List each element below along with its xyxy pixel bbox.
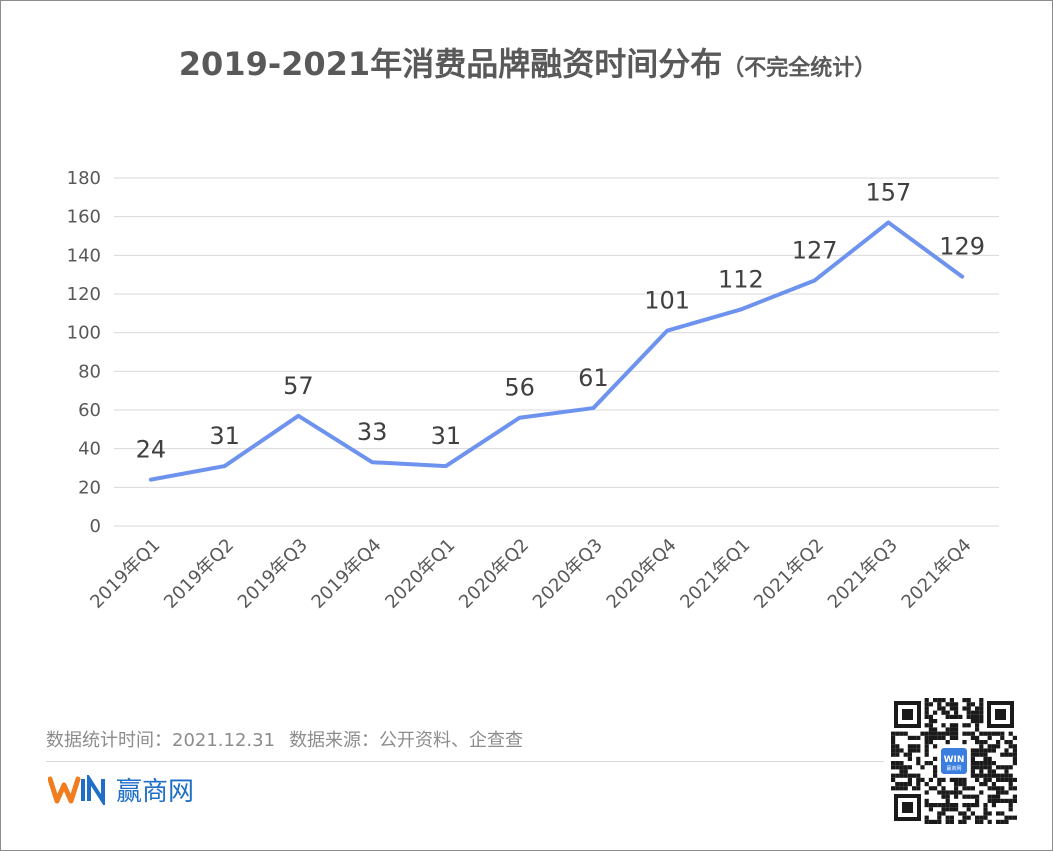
series-line xyxy=(148,220,965,482)
data-label: 129 xyxy=(939,233,985,261)
x-tick-label: 2021年Q2 xyxy=(750,535,828,613)
data-label: 24 xyxy=(136,436,167,464)
y-tick-label: 0 xyxy=(90,516,101,537)
source-note: 数据来源：公开资料、企查查 xyxy=(289,730,524,751)
x-tick-label: 2020年Q2 xyxy=(455,535,533,613)
winshang-logo-icon xyxy=(48,774,105,805)
brand-name: 赢商网 xyxy=(116,777,195,807)
y-tick-label: 120 xyxy=(67,284,101,305)
x-tick-label: 2020年Q1 xyxy=(381,535,459,613)
data-label: 31 xyxy=(431,422,462,450)
qr-center-logo xyxy=(941,748,967,774)
chart-title: 2019-2021年消费品牌融资时间分布（不完全统计） xyxy=(1,39,1052,85)
qr-code-icon: WIN 赢商网 xyxy=(891,698,1017,824)
data-label: 56 xyxy=(504,374,535,402)
y-tick-label: 160 xyxy=(67,207,101,228)
y-axis-ticks: 0 20 40 60 80 100 120 140 160 180 xyxy=(67,168,101,537)
x-tick-label: 2021年Q3 xyxy=(824,535,902,613)
x-tick-label: 2021年Q1 xyxy=(676,535,754,613)
data-label: 157 xyxy=(865,178,911,206)
x-tick-label: 2019年Q4 xyxy=(308,535,386,613)
grid-lines xyxy=(114,177,999,527)
x-axis-ticks: 2019年Q12019年Q22019年Q32019年Q42020年Q12020年… xyxy=(86,535,975,613)
brand-logo: 赢商网 xyxy=(48,771,194,808)
y-tick-label: 60 xyxy=(78,400,101,421)
y-tick-label: 40 xyxy=(78,439,101,460)
x-tick-label: 2019年Q3 xyxy=(234,535,312,613)
data-label: 112 xyxy=(718,265,764,293)
data-labels: 24 31 57 33 31 56 61 101 112 127 157 129 xyxy=(136,178,985,463)
data-label: 33 xyxy=(357,418,388,446)
data-label: 101 xyxy=(644,287,690,315)
x-tick-label: 2020年Q3 xyxy=(529,535,607,613)
y-tick-label: 140 xyxy=(67,245,101,266)
chart-title-main: 2019-2021年消费品牌融资时间分布 xyxy=(178,45,723,83)
y-tick-label: 80 xyxy=(78,361,101,382)
y-tick-label: 100 xyxy=(67,323,101,344)
data-label: 31 xyxy=(209,422,240,450)
qr-center-text: WIN xyxy=(944,755,965,765)
data-label: 127 xyxy=(792,236,838,264)
y-tick-label: 180 xyxy=(67,168,101,189)
stat-time-note: 数据统计时间：2021.12.31 xyxy=(46,730,276,751)
x-tick-label: 2019年Q1 xyxy=(86,535,164,613)
series-line-layer xyxy=(148,220,965,482)
footnote: 数据统计时间：2021.12.31 数据来源：公开资料、企查查 xyxy=(46,726,537,752)
x-tick-label: 2021年Q4 xyxy=(898,535,976,613)
footer-divider xyxy=(46,761,884,762)
qr-center-sub: 赢商网 xyxy=(946,765,961,772)
x-tick-label: 2020年Q4 xyxy=(603,535,681,613)
data-label: 61 xyxy=(578,364,609,392)
chart-title-sub: （不完全统计） xyxy=(722,56,877,81)
data-label: 57 xyxy=(283,372,314,400)
y-tick-label: 20 xyxy=(78,477,101,498)
x-tick-label: 2019年Q2 xyxy=(160,535,238,613)
